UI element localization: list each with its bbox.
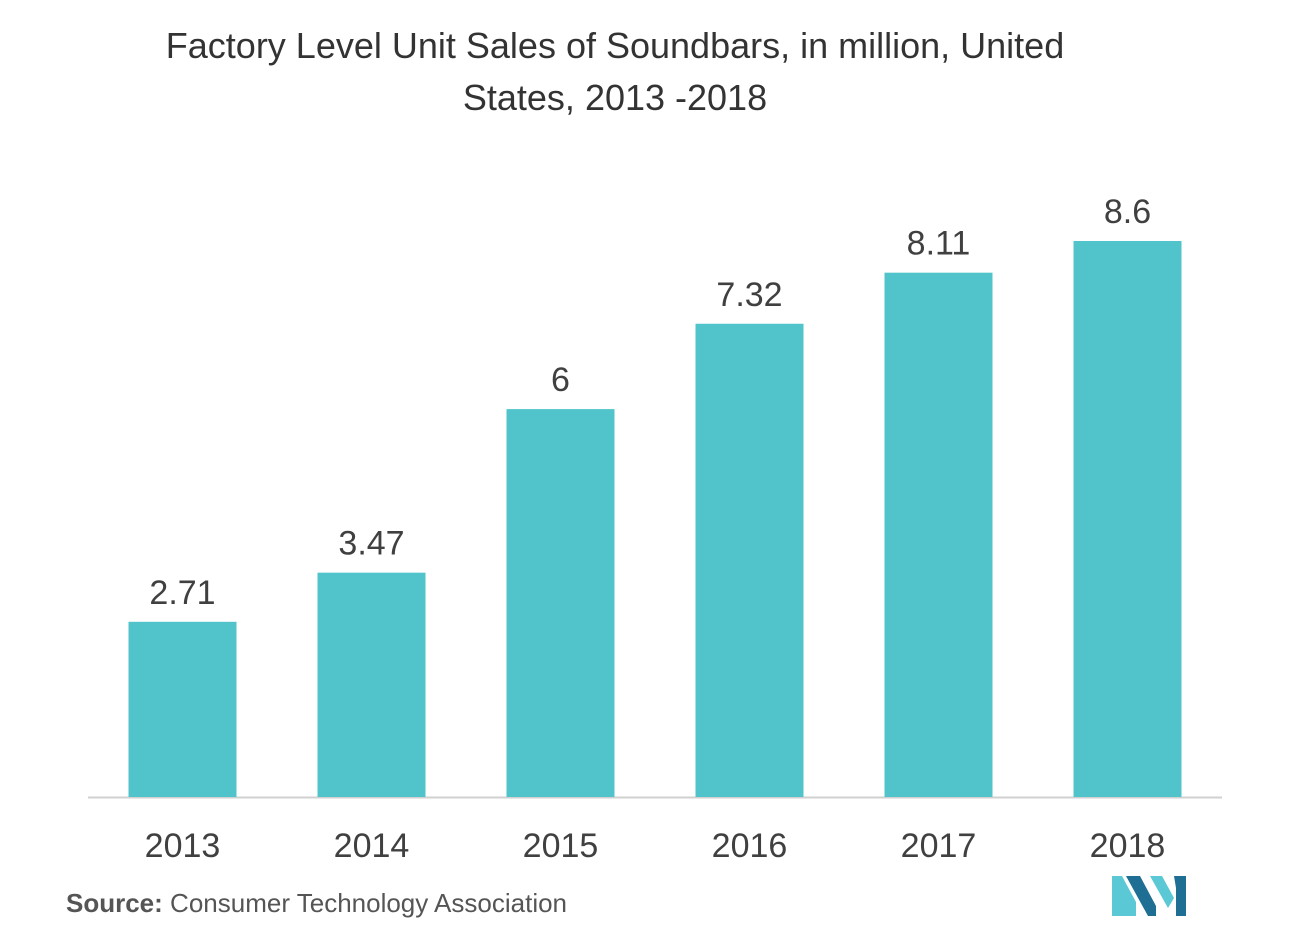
- bar-2016: [695, 323, 804, 797]
- x-tick-label-2016: 2016: [712, 827, 788, 865]
- bar-2015: [506, 409, 615, 797]
- data-label-2015: 6: [551, 361, 570, 399]
- x-tick-label-2013: 2013: [145, 827, 221, 865]
- bar-2014: [317, 572, 426, 797]
- logo-middle-stroke: [1126, 876, 1156, 916]
- logo-right-stroke-dark: [1174, 876, 1186, 916]
- chart-title: Factory Level Unit Sales of Soundbars, i…: [60, 20, 1170, 124]
- bar-2013: [128, 621, 237, 797]
- chart-title-line-1: Factory Level Unit Sales of Soundbars, i…: [165, 25, 1065, 66]
- logo-right-stroke-light: [1150, 876, 1174, 908]
- source-label: Source:: [66, 888, 163, 918]
- chart-title-line-2: States, 2013 -2018: [462, 77, 768, 118]
- source-text: Consumer Technology Association: [170, 888, 568, 918]
- bar-2017: [884, 272, 993, 797]
- x-tick-label-2015: 2015: [523, 827, 599, 865]
- x-tick-label-2014: 2014: [334, 827, 410, 865]
- data-label-2018: 8.6: [1104, 193, 1151, 231]
- logo-left-stroke: [1112, 876, 1136, 916]
- mordor-intelligence-logo-icon: [1112, 876, 1186, 916]
- data-label-2016: 7.32: [716, 276, 782, 314]
- source-note: Source: Consumer Technology Association: [66, 888, 567, 919]
- x-tick-label-2018: 2018: [1090, 827, 1166, 865]
- data-label-2013: 2.71: [149, 574, 215, 612]
- data-label-2014: 3.47: [338, 525, 404, 563]
- x-tick-label-2017: 2017: [901, 827, 977, 865]
- data-label-2017: 8.11: [907, 225, 971, 263]
- bar-2018: [1073, 241, 1182, 797]
